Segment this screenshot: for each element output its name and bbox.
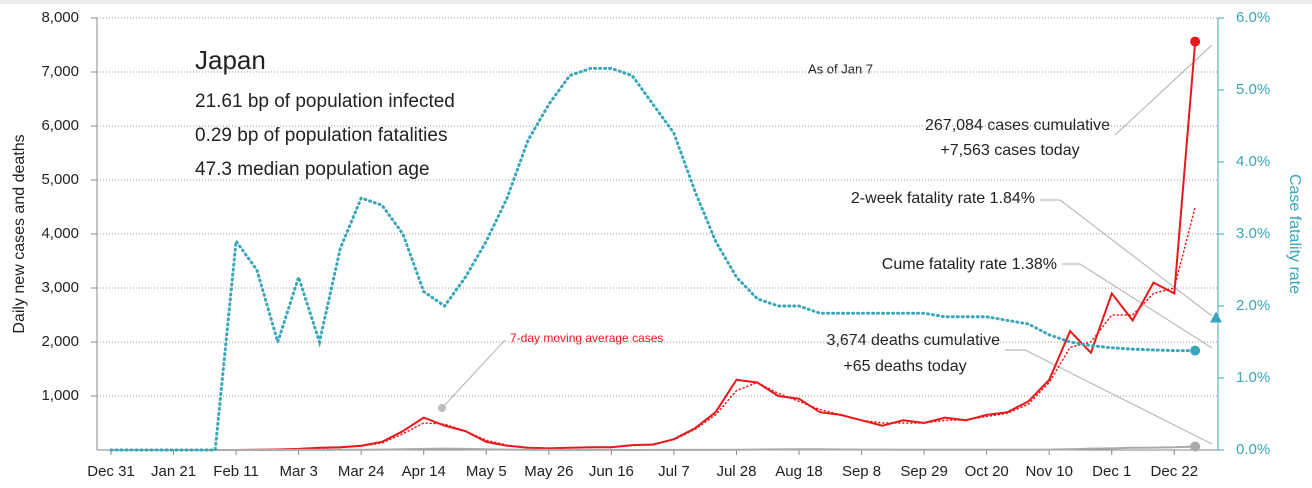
x-tick-label: Mar 24	[338, 463, 385, 480]
x-tick-label: May 26	[524, 463, 573, 480]
y-tick-label: 6,000	[41, 117, 79, 134]
y2-tick-label: 3.0%	[1236, 225, 1270, 242]
x-tick-label: Sep 29	[900, 463, 948, 480]
end-marker	[1190, 441, 1201, 452]
stat-line: 47.3 median population age	[195, 159, 430, 180]
stat-line: 0.29 bp of population fatalities	[195, 125, 447, 146]
x-tick-label: Mar 3	[279, 463, 317, 480]
y2-tick-label: 6.0%	[1236, 9, 1270, 26]
y2-tick-label: 1.0%	[1236, 369, 1270, 386]
annotation: +65 deaths today	[843, 358, 966, 375]
y2-tick-label: 0.0%	[1236, 441, 1270, 458]
y2-tick-label: 4.0%	[1236, 153, 1270, 170]
series-line	[110, 445, 1197, 452]
y2-tick-label: 2.0%	[1236, 297, 1270, 314]
y-tick-label: 7,000	[41, 63, 79, 80]
x-tick-label: May 5	[466, 463, 507, 480]
two-week-marker	[1210, 311, 1222, 323]
annotation: Cume fatality rate 1.38%	[882, 256, 1057, 273]
x-tick-label: Sep 8	[842, 463, 881, 480]
country-title: Japan	[195, 45, 266, 75]
y2-axis-label: Case fatality rate	[1286, 174, 1303, 294]
x-tick-label: Dec 31	[87, 463, 135, 480]
leader-line	[441, 339, 506, 409]
x-tick-label: Jan 21	[151, 463, 196, 480]
x-tick-label: Dec 1	[1092, 463, 1131, 480]
leader-line	[1005, 349, 1213, 445]
leader-dot	[438, 404, 446, 412]
x-tick-label: Aug 18	[775, 463, 823, 480]
y-tick-label: 4,000	[41, 225, 79, 242]
series-label: 7-day moving average cases	[510, 331, 663, 345]
x-tick-label: Jul 7	[658, 463, 690, 480]
end-marker	[1190, 36, 1201, 47]
leader-line	[1062, 263, 1213, 349]
stat-line: 21.61 bp of population infected	[195, 91, 455, 112]
leader-line	[1114, 44, 1213, 136]
y-tick-label: 3,000	[41, 279, 79, 296]
y-tick-label: 5,000	[41, 171, 79, 188]
as-of: As of Jan 7	[808, 61, 873, 76]
leader-line	[1040, 199, 1213, 317]
x-tick-label: Jun 16	[589, 463, 634, 480]
x-tick-label: Nov 10	[1025, 463, 1073, 480]
series-line	[109, 66, 1197, 452]
x-tick-label: Apr 14	[402, 463, 446, 480]
end-marker	[1190, 345, 1201, 356]
x-tick-label: Dec 22	[1151, 463, 1199, 480]
annotation: +7,563 cases today	[940, 142, 1079, 159]
y-tick-label: 8,000	[41, 9, 79, 26]
x-tick-label: Jul 28	[716, 463, 756, 480]
y2-tick-label: 5.0%	[1236, 81, 1270, 98]
annotation: 3,674 deaths cumulative	[827, 332, 1001, 349]
x-tick-label: Oct 20	[965, 463, 1009, 480]
x-tick-label: Feb 11	[213, 463, 259, 480]
y-tick-label: 2,000	[41, 333, 79, 350]
top-bar	[0, 0, 1312, 4]
annotation: 267,084 cases cumulative	[925, 117, 1110, 134]
y-axis-label: Daily new cases and deaths	[11, 134, 28, 333]
y-tick-label: 1,000	[41, 387, 79, 404]
annotation: 2-week fatality rate 1.84%	[851, 190, 1035, 207]
